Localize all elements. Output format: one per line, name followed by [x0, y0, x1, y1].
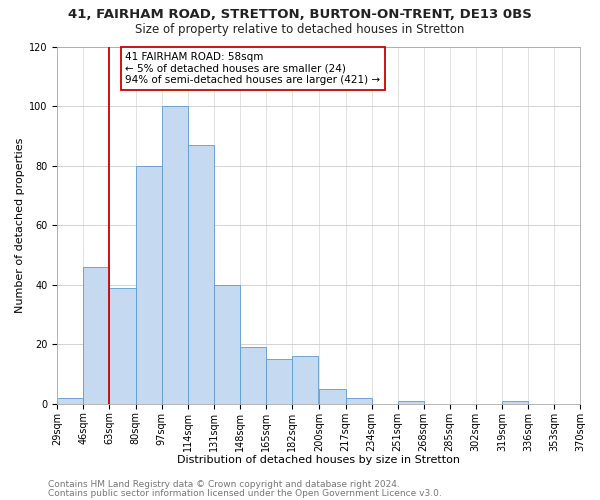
Bar	[240, 347, 266, 404]
Bar	[346, 398, 371, 404]
Text: Contains HM Land Registry data © Crown copyright and database right 2024.: Contains HM Land Registry data © Crown c…	[48, 480, 400, 489]
X-axis label: Distribution of detached houses by size in Stretton: Distribution of detached houses by size …	[177, 455, 460, 465]
Bar	[292, 356, 318, 404]
Bar	[214, 284, 240, 404]
Bar	[109, 288, 136, 404]
Y-axis label: Number of detached properties: Number of detached properties	[15, 138, 25, 313]
Bar	[266, 359, 292, 404]
Bar	[161, 106, 188, 404]
Text: 41, FAIRHAM ROAD, STRETTON, BURTON-ON-TRENT, DE13 0BS: 41, FAIRHAM ROAD, STRETTON, BURTON-ON-TR…	[68, 8, 532, 20]
Bar	[319, 389, 346, 404]
Bar	[136, 166, 161, 404]
Bar	[398, 401, 424, 404]
Bar	[83, 267, 109, 404]
Bar	[502, 401, 528, 404]
Text: Contains public sector information licensed under the Open Government Licence v3: Contains public sector information licen…	[48, 489, 442, 498]
Bar	[58, 398, 83, 404]
Text: Size of property relative to detached houses in Stretton: Size of property relative to detached ho…	[136, 22, 464, 36]
Text: 41 FAIRHAM ROAD: 58sqm
← 5% of detached houses are smaller (24)
94% of semi-deta: 41 FAIRHAM ROAD: 58sqm ← 5% of detached …	[125, 52, 380, 85]
Bar	[188, 145, 214, 404]
